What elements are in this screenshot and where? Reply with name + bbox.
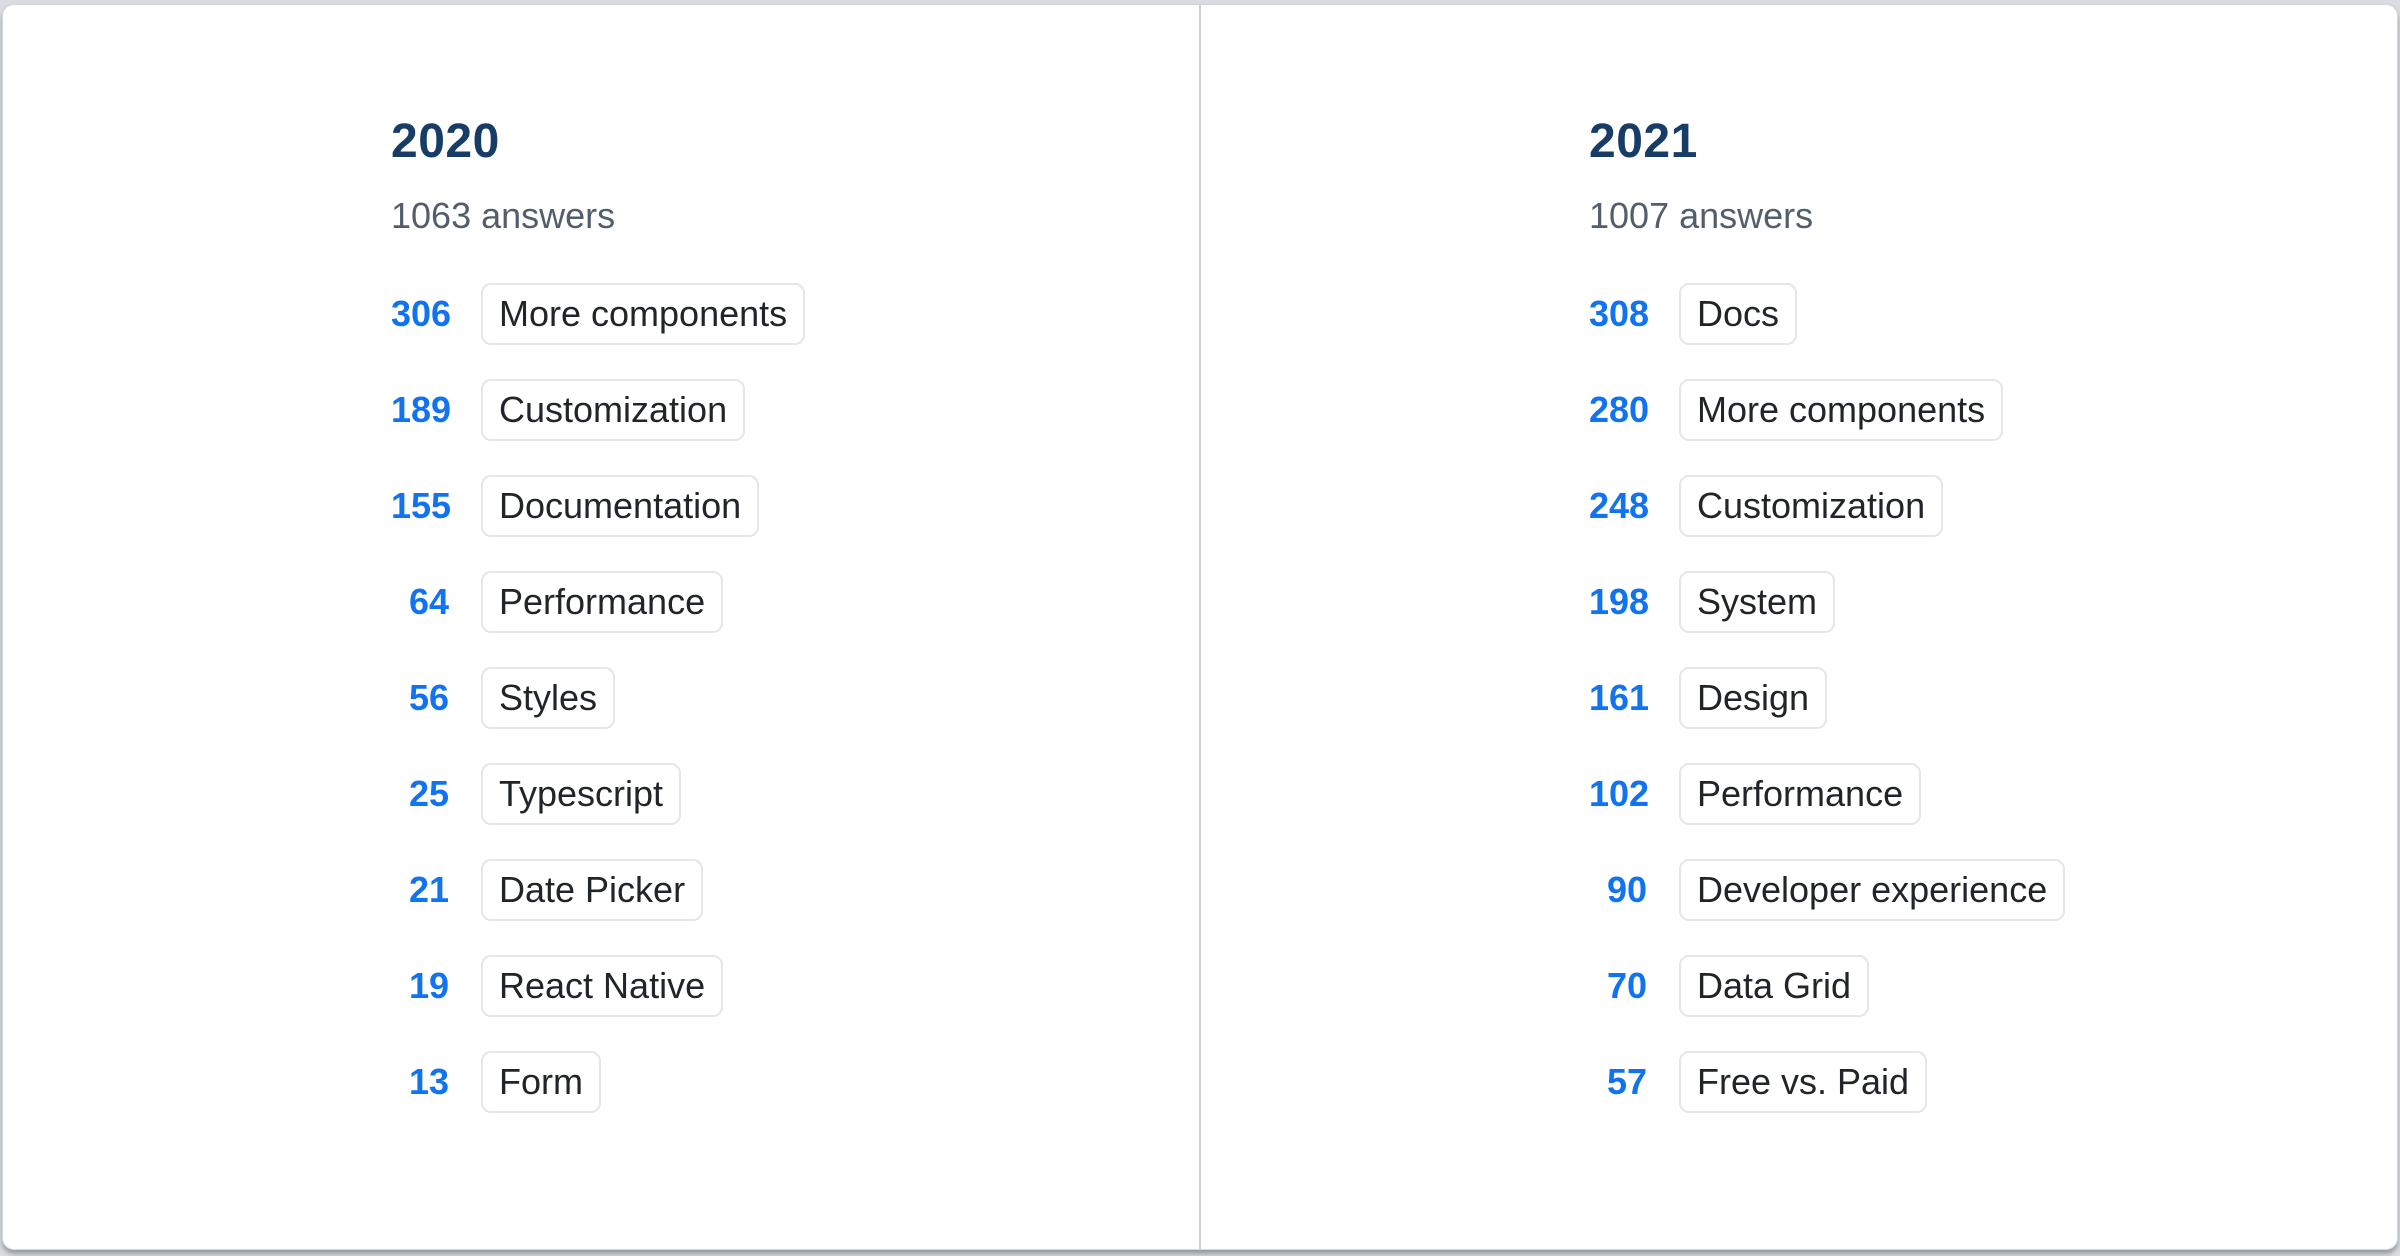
item-tag: Developer experience [1679,858,2066,921]
item-count: 280 [1589,388,1650,430]
item-tag: Free vs. Paid [1679,1050,1928,1113]
list-item: 64 Performance [391,570,1169,633]
item-tag: Date Picker [481,858,704,921]
list-item: 56 Styles [391,666,1169,729]
item-tag: Data Grid [1679,954,1870,1017]
item-tag: Performance [481,570,724,633]
list-item: 306 More components [391,282,1169,345]
item-tag: Design [1679,666,1828,729]
list-item: 102 Performance [1589,762,2367,825]
answers-count-2020: 1063 answers [391,194,616,236]
item-count: 70 [1606,964,1647,1006]
item-count: 56 [408,676,449,718]
item-count: 248 [1589,484,1650,526]
item-count: 90 [1606,868,1647,910]
item-count: 161 [1589,676,1650,718]
item-count: 155 [391,484,452,526]
list-item: 13 Form [391,1050,1169,1113]
item-tag: More components [481,282,806,345]
answers-count-2021: 1007 answers [1589,194,1814,236]
item-count: 102 [1589,772,1650,814]
list-item: 21 Date Picker [391,858,1169,921]
item-tag: Styles [481,666,616,729]
list-item: 25 Typescript [391,762,1169,825]
list-item: 19 React Native [391,954,1169,1017]
list-item: 90 Developer experience [1589,858,2367,921]
item-count: 308 [1589,292,1650,334]
item-count: 306 [391,292,452,334]
column-2020: 2020 1063 answers 306 More components 18… [3,5,1199,1249]
column-divider [1199,5,1201,1249]
item-tag: Customization [1679,474,1944,537]
item-tag: More components [1679,378,2004,441]
list-item: 70 Data Grid [1589,954,2367,1017]
results-list-2020: 306 More components 189 Customization 15… [391,282,1169,1113]
item-count: 21 [408,868,449,910]
item-tag: Form [481,1050,601,1113]
item-tag: React Native [481,954,724,1017]
item-count: 64 [408,580,449,622]
list-item: 57 Free vs. Paid [1589,1050,2367,1113]
item-tag: Performance [1679,762,1922,825]
item-count: 13 [408,1060,449,1102]
column-2021: 2021 1007 answers 308 Docs 280 More comp… [1201,5,2397,1249]
item-count: 57 [1606,1060,1647,1102]
survey-results-card: 2020 1063 answers 306 More components 18… [2,4,2398,1250]
item-tag: System [1679,570,1836,633]
item-tag: Typescript [481,762,682,825]
results-list-2021: 308 Docs 280 More components 248 Customi… [1589,282,2367,1113]
year-title-2020: 2020 [391,115,500,168]
item-tag: Docs [1679,282,1798,345]
list-item: 248 Customization [1589,474,2367,537]
item-count: 198 [1589,580,1650,622]
list-item: 161 Design [1589,666,2367,729]
list-item: 198 System [1589,570,2367,633]
item-tag: Documentation [481,474,760,537]
list-item: 189 Customization [391,378,1169,441]
item-tag: Customization [481,378,746,441]
year-title-2021: 2021 [1589,115,1698,168]
item-count: 189 [391,388,452,430]
list-item: 155 Documentation [391,474,1169,537]
item-count: 25 [408,772,449,814]
list-item: 280 More components [1589,378,2367,441]
list-item: 308 Docs [1589,282,2367,345]
item-count: 19 [408,964,449,1006]
